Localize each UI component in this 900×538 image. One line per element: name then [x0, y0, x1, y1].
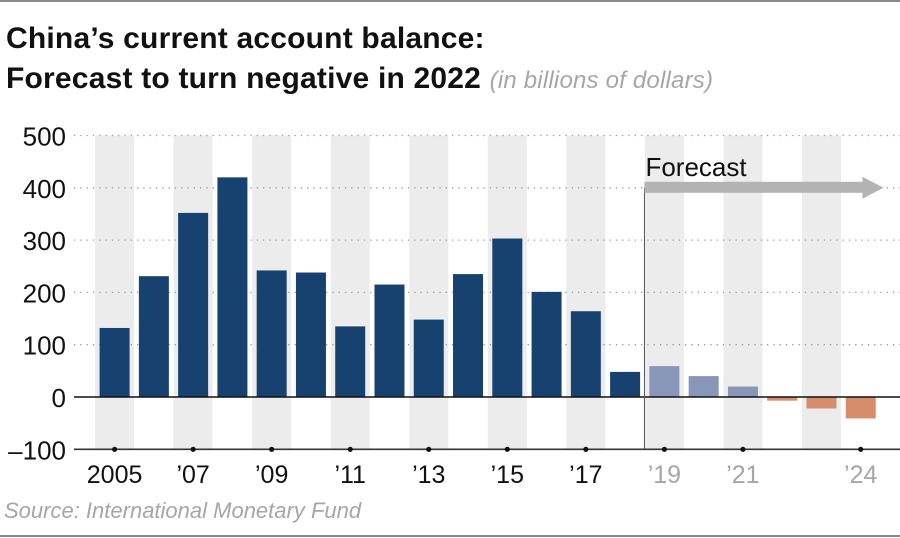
x-tick-label: ’15: [491, 461, 524, 489]
bar-2021: [727, 386, 758, 397]
y-tick-label: 0: [52, 383, 66, 413]
forecast-label: Forecast: [645, 152, 747, 182]
x-tick-label: ’24: [844, 461, 877, 489]
x-tick-label: ’09: [255, 461, 288, 489]
bar-2009: [256, 270, 287, 397]
y-tick-label: 400: [23, 174, 66, 204]
chart-title-line1: China’s current account balance:: [6, 22, 485, 55]
x-tick-dot: [661, 446, 667, 452]
x-tick-label: ’07: [176, 461, 209, 489]
bar-2012: [374, 284, 405, 397]
y-tick-label: 200: [23, 278, 66, 308]
bar-2006: [138, 276, 169, 397]
x-tick-dot: [583, 446, 589, 452]
x-tick-dot: [504, 446, 510, 452]
chart-title-line2: Forecast to turn negative in 2022 (in bi…: [6, 62, 713, 96]
y-tick-label: –100: [8, 435, 66, 465]
bar-2005: [99, 327, 130, 397]
x-tick-dot: [347, 446, 353, 452]
chart-subtitle: (in billions of dollars): [489, 67, 714, 94]
forecast-arrow-shaft: [644, 181, 867, 193]
bar-2013: [413, 319, 444, 397]
source-note: Source: International Monetary Fund: [4, 498, 362, 523]
x-tick-label: ’19: [648, 461, 681, 489]
x-tick-dot: [269, 446, 275, 452]
x-tick-label: 2005: [87, 461, 143, 489]
bar-2010: [295, 272, 326, 397]
x-tick-dot: [190, 446, 196, 452]
bar-2007: [178, 212, 209, 397]
x-tick-dot: [858, 446, 864, 452]
bar-2018: [610, 371, 641, 397]
bar-2023: [806, 397, 837, 409]
x-tick-dot: [740, 446, 746, 452]
y-tick-label: 500: [23, 122, 66, 152]
bar-2008: [217, 177, 248, 397]
bar-2016: [531, 291, 562, 397]
bar-2024: [845, 397, 876, 419]
y-tick-label: 300: [23, 226, 66, 256]
bar-2014: [453, 274, 484, 397]
chart-title-line2-text: Forecast to turn negative in 2022: [6, 62, 482, 95]
bar-2020: [688, 376, 719, 397]
x-tick-label: ’11: [334, 461, 366, 489]
bar-2022: [767, 397, 798, 401]
x-tick-label: ’21: [726, 461, 759, 489]
top-rule: [0, 0, 900, 2]
shaded-band: [95, 135, 135, 450]
x-tick-dot: [112, 446, 118, 452]
bottom-rule: [0, 535, 900, 537]
x-tick-dot: [426, 446, 432, 452]
forecast-arrow-head: [862, 176, 884, 199]
bar-2017: [570, 311, 601, 397]
bar-2011: [335, 326, 366, 397]
bar-2015: [492, 238, 523, 397]
bar-2019: [649, 366, 680, 397]
y-tick-label: 100: [23, 331, 66, 361]
x-tick-label: ’17: [569, 461, 602, 489]
x-tick-label: ’13: [412, 461, 445, 489]
